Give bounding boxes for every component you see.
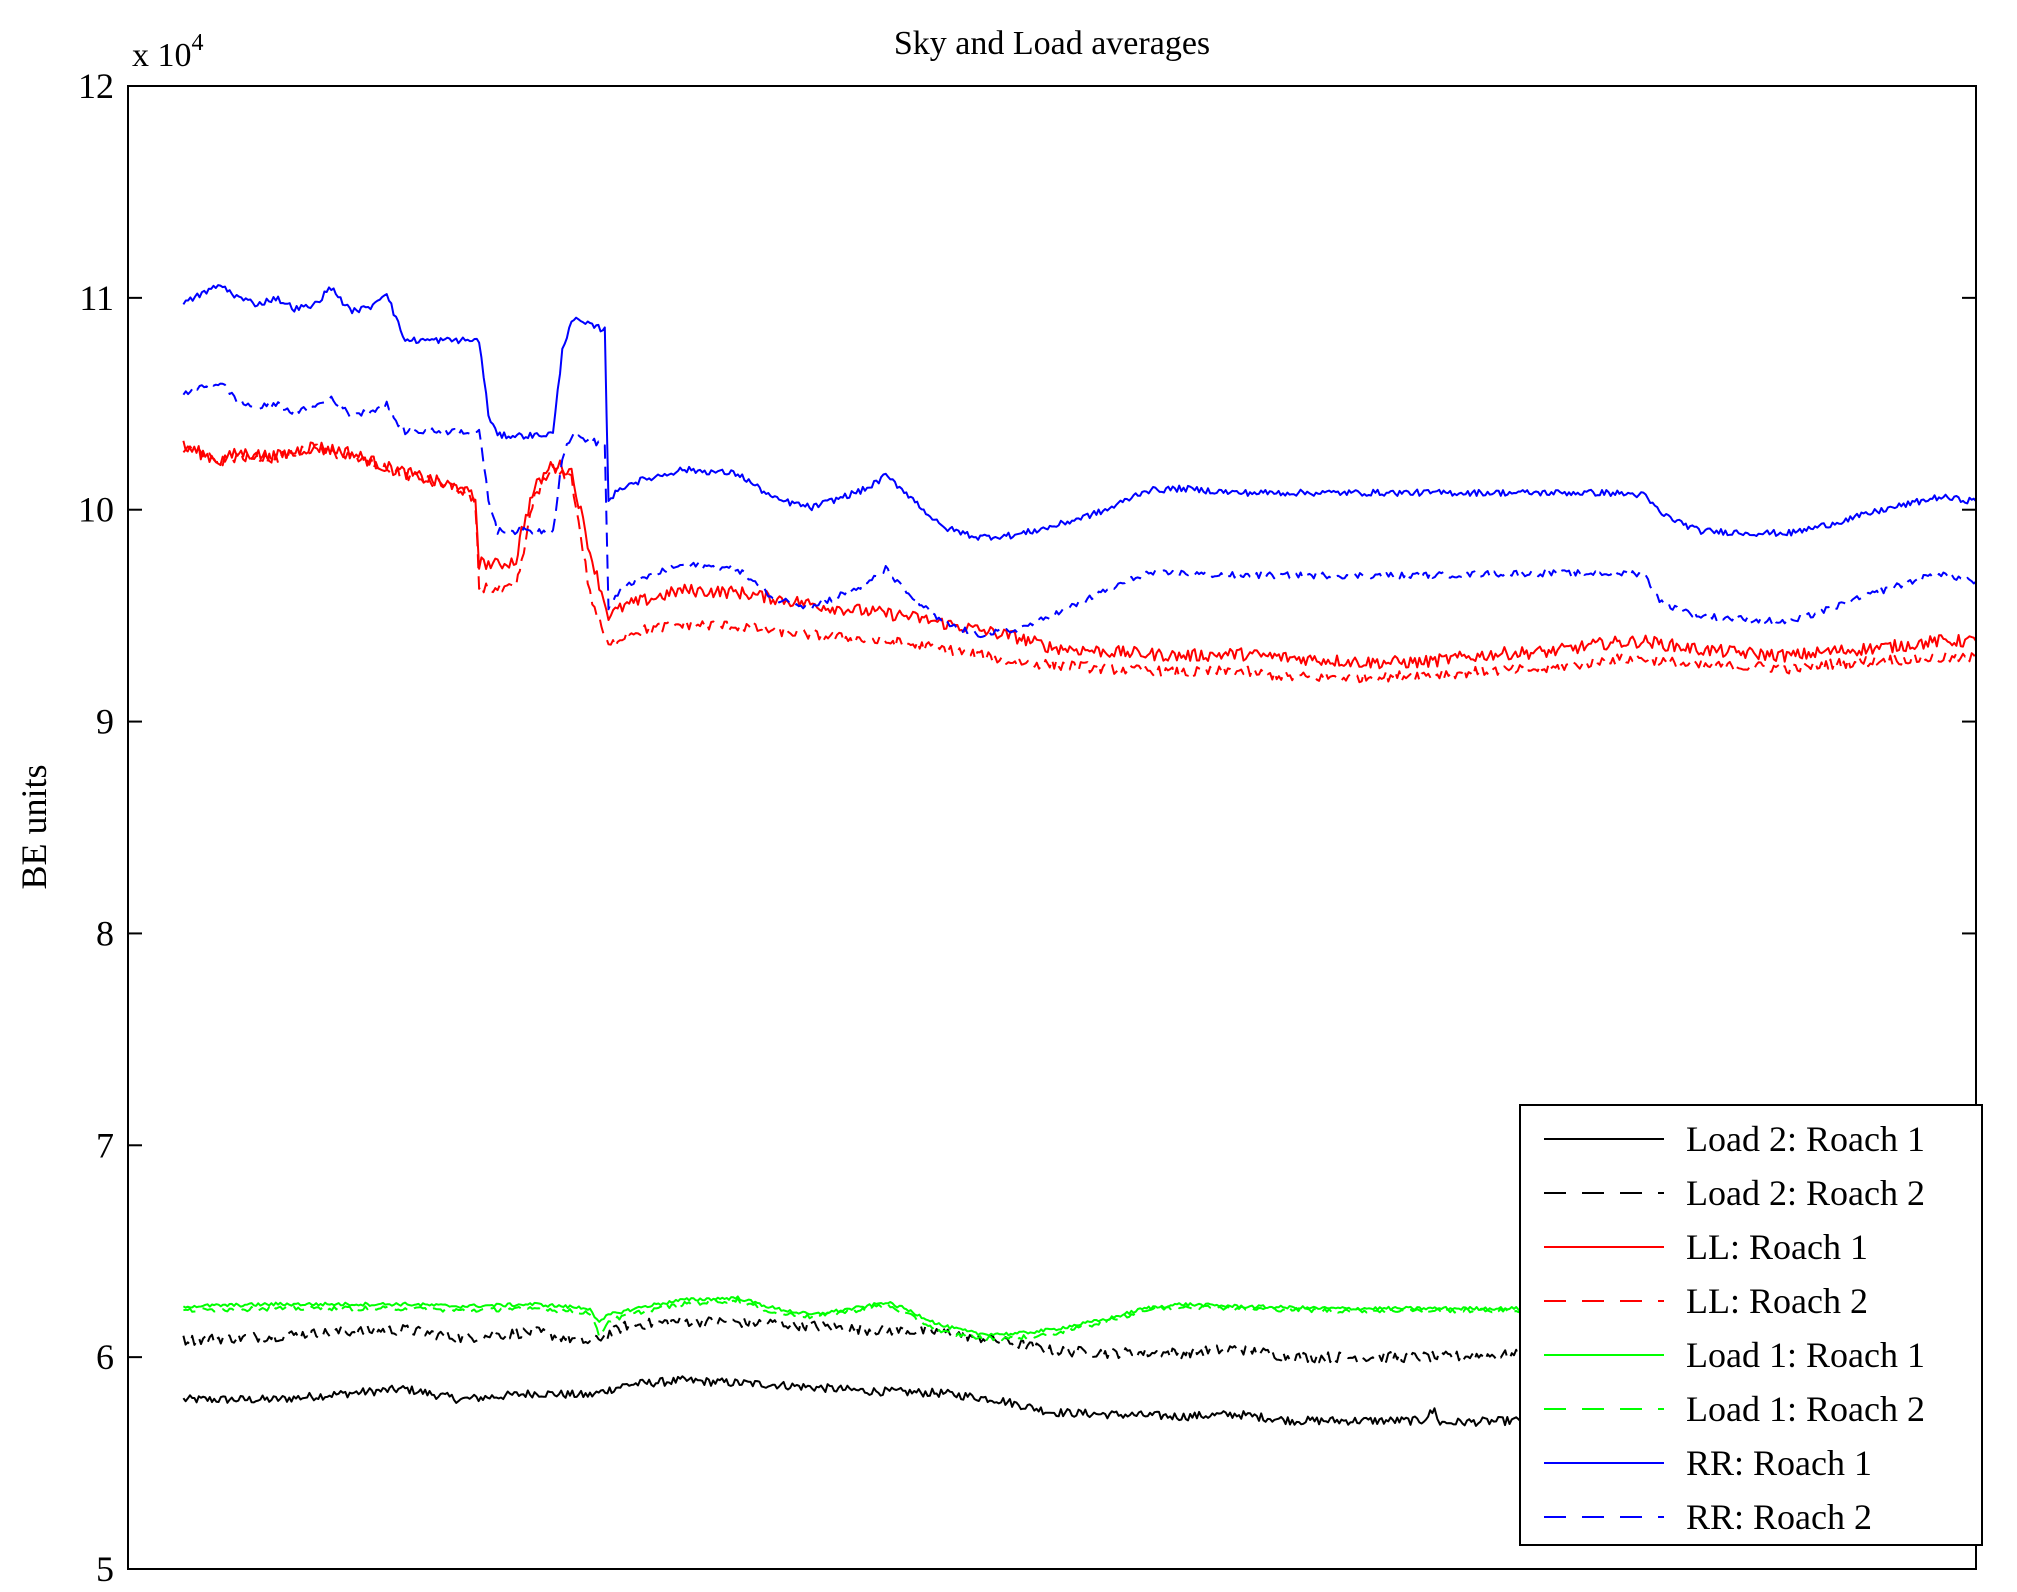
y-ticks: 5 6 7 8 9 10 11 12 [78,66,1976,1589]
y-tick-label-6: 6 [96,1337,114,1377]
legend-label-4: Load 1: Roach 1 [1686,1335,1925,1375]
y-tick-label-5: 5 [96,1549,114,1589]
y-scale-exponent: 4 [192,30,204,56]
legend: Load 2: Roach 1 Load 2: Roach 2 LL: Roach … [1519,1104,1983,1546]
series-line-3 [182,443,1977,684]
series-line-2 [182,440,1977,670]
y-tick-label-12: 12 [78,66,114,106]
legend-box [1519,1104,1983,1546]
y-tick-label-9: 9 [96,702,114,742]
legend-label-3: LL: Roach 2 [1686,1281,1868,1321]
series-line-7 [182,382,1977,639]
legend-label-7: RR: Roach 2 [1686,1497,1872,1537]
plot-area-frame [127,85,1977,1570]
legend-label-6: RR: Roach 1 [1686,1443,1872,1483]
y-tick-label-8: 8 [96,913,114,953]
y-scale-note: x 104 [132,30,204,74]
chart-title: Sky and Load averages [894,25,1210,62]
legend-label-1: Load 2: Roach 2 [1686,1173,1925,1213]
legend-label-2: LL: Roach 1 [1686,1227,1868,1267]
y-axis-label: BE units [14,764,54,889]
legend-label-0: Load 2: Roach 1 [1686,1119,1925,1159]
y-tick-label-10: 10 [78,490,114,530]
y-tick-label-7: 7 [96,1125,114,1165]
legend-label-5: Load 1: Roach 2 [1686,1389,1925,1429]
series-line-6 [182,284,1977,541]
y-tick-label-11: 11 [79,278,114,318]
